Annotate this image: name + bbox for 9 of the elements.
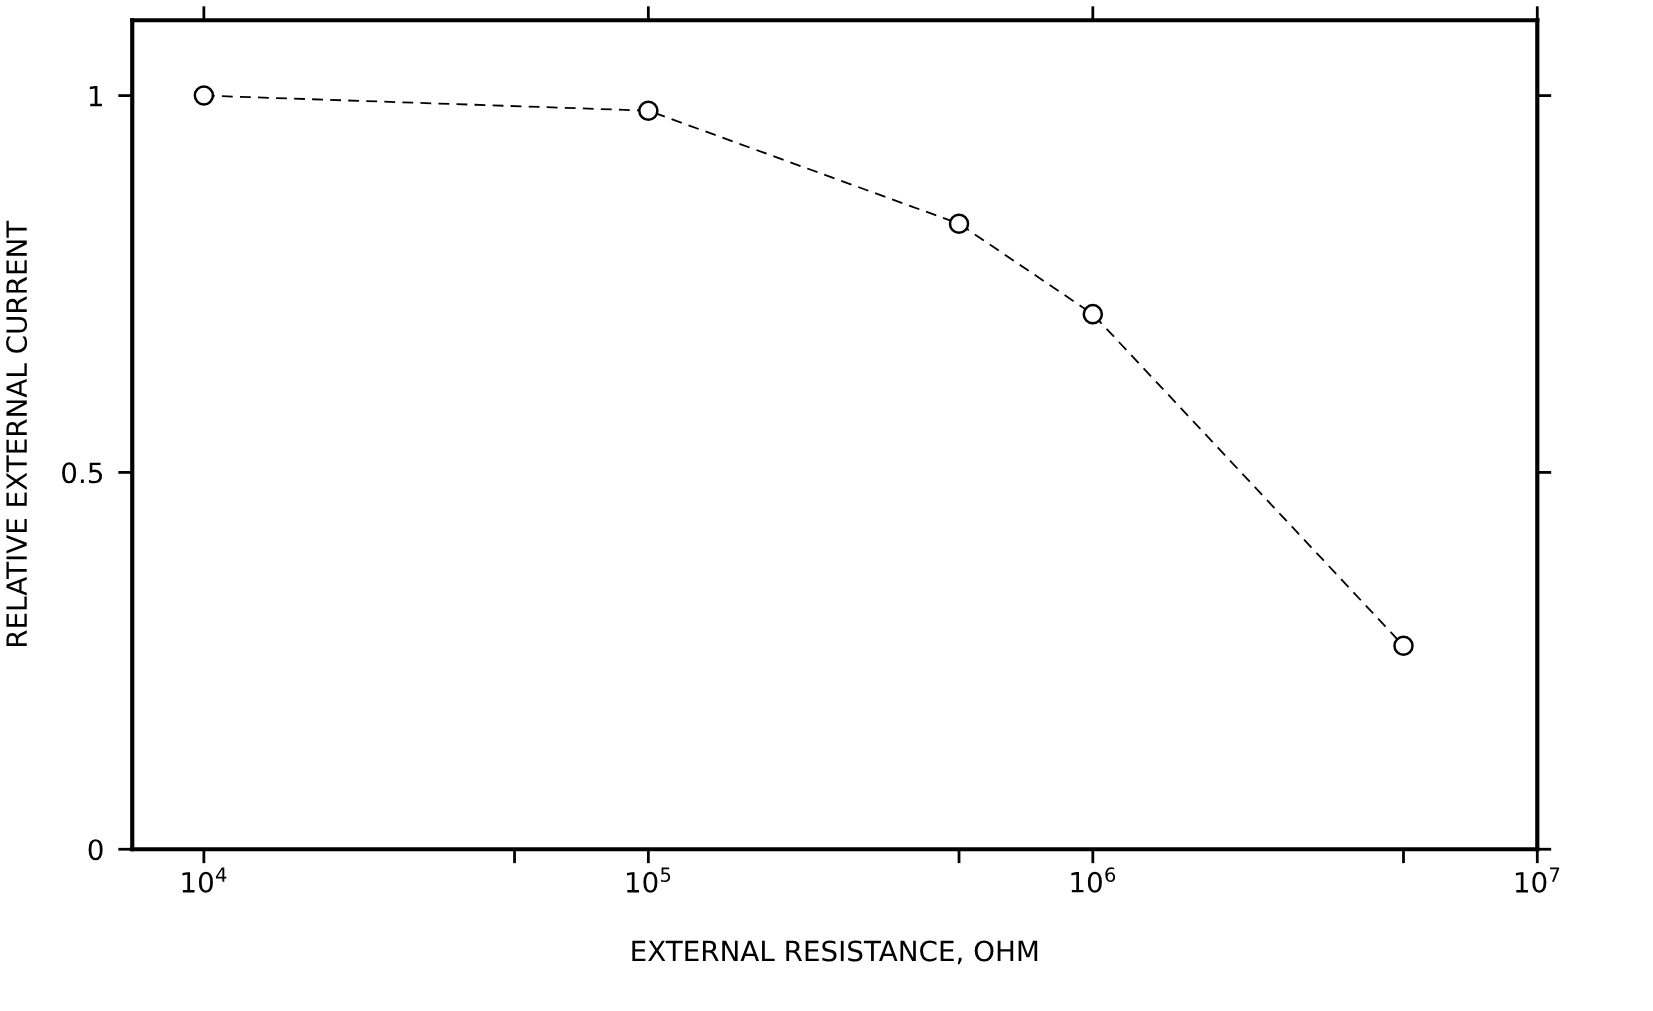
x-tick-label: 10$^{4}$	[182, 867, 227, 893]
x-axis-title: EXTERNAL RESISTANCE, OHM	[632, 940, 1038, 965]
x-tick-label: 10$^{6}$	[1071, 867, 1116, 893]
x-tick-label: 10$^{5}$	[626, 867, 671, 893]
y-tick-label: 0	[88, 839, 103, 861]
x-tick-label: 10$^{7}$	[1515, 867, 1560, 893]
y-tick-label: 0.5	[62, 462, 103, 484]
y-tick-label: 1	[89, 85, 102, 107]
y-axis-title: RELATIVE EXTERNAL CURRENT	[6, 220, 28, 646]
